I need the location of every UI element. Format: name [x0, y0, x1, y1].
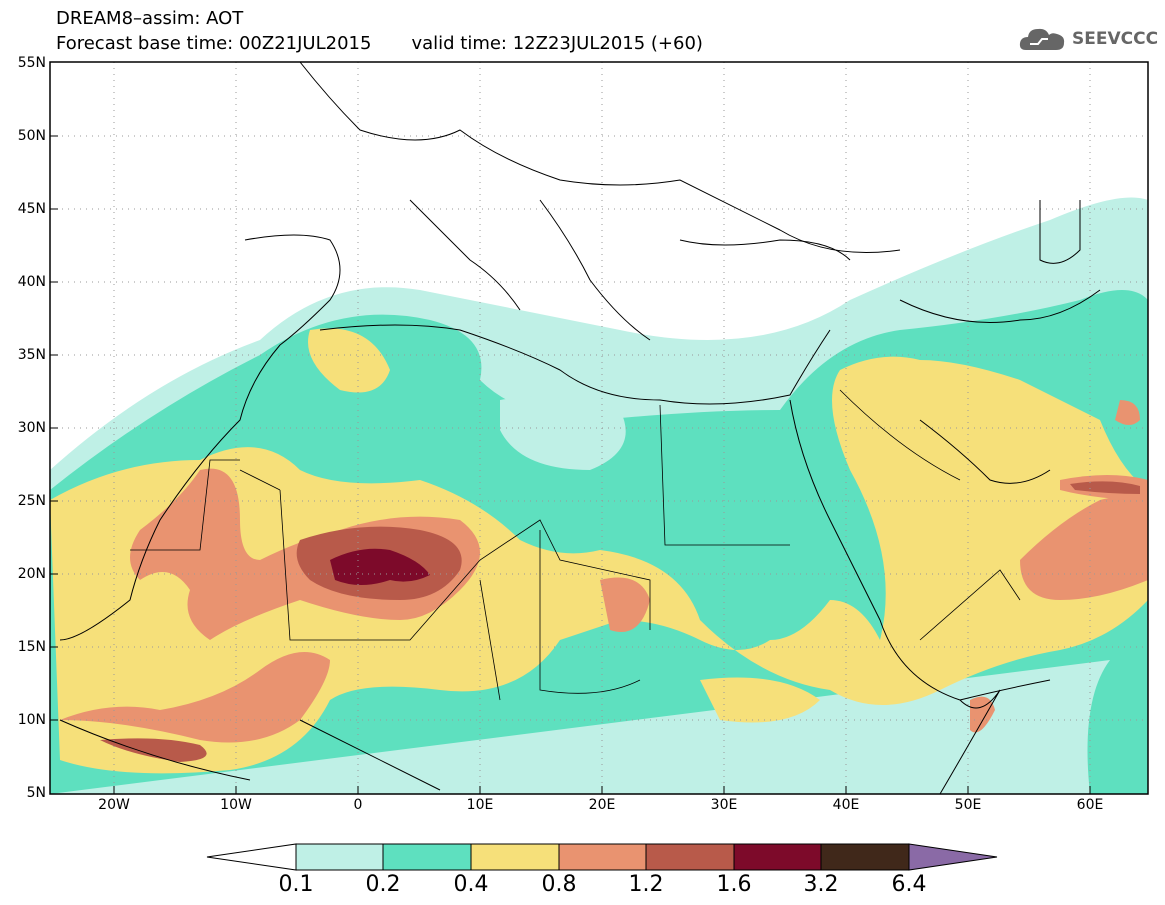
colorbar-label-0.8: 0.8 [541, 872, 577, 897]
lon-label-20e: 20E [588, 797, 616, 813]
lon-label-0: 0 [353, 797, 363, 813]
aot-field [50, 62, 1148, 794]
colorbar-seg-5 [645, 843, 735, 871]
colorbar [206, 843, 998, 871]
map-title: DREAM8–assim: AOT [56, 8, 244, 29]
colorbar-seg-4 [558, 843, 647, 871]
lon-label-10e: 10E [466, 797, 494, 813]
lat-label-45n: 45N [17, 201, 46, 217]
aot-band-1.6 [330, 548, 430, 585]
lon-label-20w: 20W [98, 797, 130, 813]
colorbar-label-0.1: 0.1 [278, 872, 314, 897]
colorbar-seg-1 [295, 843, 384, 871]
colorbar-seg-2 [382, 843, 472, 871]
colorbar-label-3.2: 3.2 [803, 872, 839, 897]
colorbar-low-arrow [206, 843, 297, 871]
lat-label-40n: 40N [17, 274, 46, 290]
colorbar-seg-6 [733, 843, 822, 871]
colorbar-label-0.4: 0.4 [453, 872, 489, 897]
lat-label-30n: 30N [17, 420, 46, 436]
borders [130, 389, 1021, 701]
colorbar-high-arrow [908, 843, 998, 871]
colorbar-label-1.2: 1.2 [628, 872, 664, 897]
logo-text: SEEVCCC [1072, 29, 1159, 49]
lat-label-10n: 10N [17, 712, 46, 728]
lon-label-40e: 40E [832, 797, 860, 813]
coastlines [59, 61, 1101, 795]
lat-label-50n: 50N [17, 128, 46, 144]
colorbar-seg-7 [820, 843, 910, 871]
lat-label-5n: 5N [26, 785, 46, 801]
base-time: Forecast base time: 00Z21JUL2015 [56, 33, 372, 54]
seevccc-logo: SEEVCCC [1018, 24, 1158, 54]
axis-ticks [50, 135, 1091, 794]
lat-label-35n: 35N [17, 347, 46, 363]
time-info: Forecast base time: 00Z21JUL2015 valid ti… [56, 33, 703, 54]
lon-label-30e: 30E [710, 797, 738, 813]
colorbar-seg-3 [470, 843, 560, 871]
cloud-icon [1019, 28, 1065, 50]
lon-label-50e: 50E [954, 797, 982, 813]
lat-label-55n: 55N [17, 55, 46, 71]
lat-label-25n: 25N [17, 493, 46, 509]
colorbar-label-6.4: 6.4 [891, 872, 927, 897]
lon-label-60e: 60E [1076, 797, 1104, 813]
colorbar-label-1.6: 1.6 [716, 872, 752, 897]
lat-label-15n: 15N [17, 639, 46, 655]
lat-label-20n: 20N [17, 566, 46, 582]
valid-time: valid time: 12Z23JUL2015 (+60) [411, 33, 703, 54]
graticule [50, 62, 1148, 794]
colorbar-label-0.2: 0.2 [365, 872, 401, 897]
lon-label-10w: 10W [220, 797, 252, 813]
